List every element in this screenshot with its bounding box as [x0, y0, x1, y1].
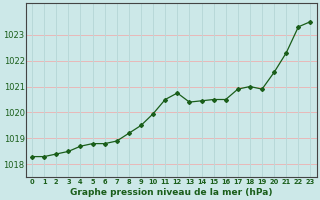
- X-axis label: Graphe pression niveau de la mer (hPa): Graphe pression niveau de la mer (hPa): [70, 188, 273, 197]
